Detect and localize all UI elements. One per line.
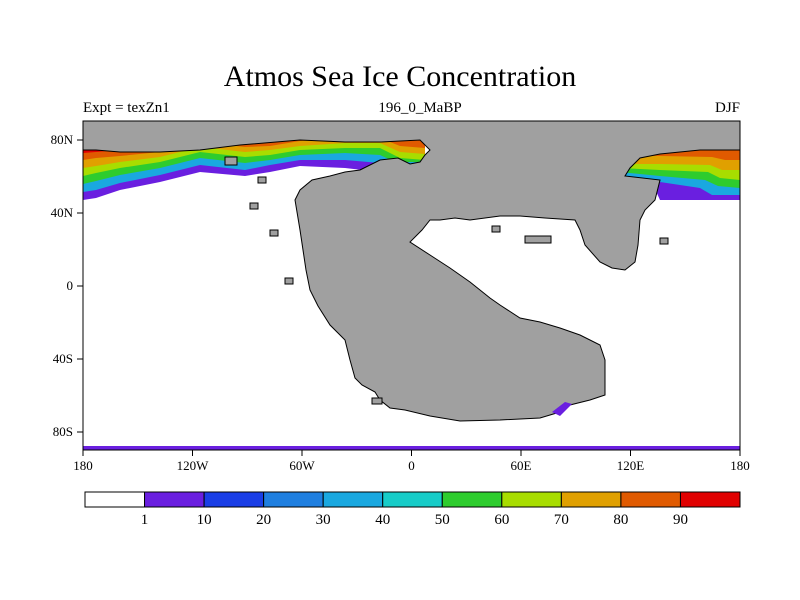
season-label: DJF [714,100,740,116]
colorbar-swatch [620,491,681,508]
experiment-label: Expt = texZn1 [83,100,170,116]
y-tick-label: 80S [53,424,73,439]
x-tick-label: 60W [289,458,315,473]
sea-ice-south [552,402,572,416]
y-tick-label: 80N [51,132,74,147]
map-panel [83,121,740,450]
colorbar-swatch [84,491,146,508]
island-3 [249,202,259,210]
colorbar-label: 30 [316,512,331,528]
island-1 [224,156,238,166]
colorbar-swatch [144,491,205,508]
colorbar-label: 10 [197,512,212,528]
y-axis: 80N 40N 0 40S 80S [51,132,83,439]
colorbar-swatch [263,491,324,508]
x-tick-label: 60E [511,458,532,473]
colorbar-label: 80 [613,512,628,528]
x-tick-label: 180 [73,458,93,473]
time-label: 196_0_MaBP [378,100,462,116]
colorbar-swatch [203,491,265,508]
island-4 [269,229,279,237]
colorbar-label: 40 [375,512,390,528]
x-tick-label: 0 [408,458,415,473]
island-5 [284,277,294,285]
colorbar-label: 70 [554,512,569,528]
y-tick-label: 40N [51,205,74,220]
island-7 [524,235,552,244]
colorbar-label: 50 [435,512,450,528]
plot-title: Atmos Sea Ice Concentration [223,60,577,93]
island-6 [371,397,383,405]
south-pole-ice-edge [83,446,740,450]
y-tick-label: 40S [53,351,73,366]
colorbar-label: 60 [494,512,509,528]
island-2 [257,176,267,184]
island-8 [491,225,501,233]
colorbar-swatch [679,491,741,508]
colorbar-label: 1 [141,512,149,528]
landmass-pangaea [83,121,740,422]
x-axis: 180 120W 60W 0 60E 120E 180 [73,450,750,473]
y-tick-label: 0 [67,278,74,293]
colorbar-swatch [501,491,562,508]
x-tick-label: 120W [177,458,210,473]
colorbar-swatch [382,491,443,508]
x-tick-label: 120E [617,458,645,473]
colorbar-swatch [560,491,622,508]
colorbar-swatch [322,491,384,508]
colorbar: 1 10 20 30 40 50 60 70 80 90 [84,491,741,528]
colorbar-label: 90 [673,512,688,528]
colorbar-swatch [441,491,503,508]
island-9 [659,237,669,245]
x-tick-label: 180 [730,458,750,473]
colorbar-label: 20 [256,512,271,528]
